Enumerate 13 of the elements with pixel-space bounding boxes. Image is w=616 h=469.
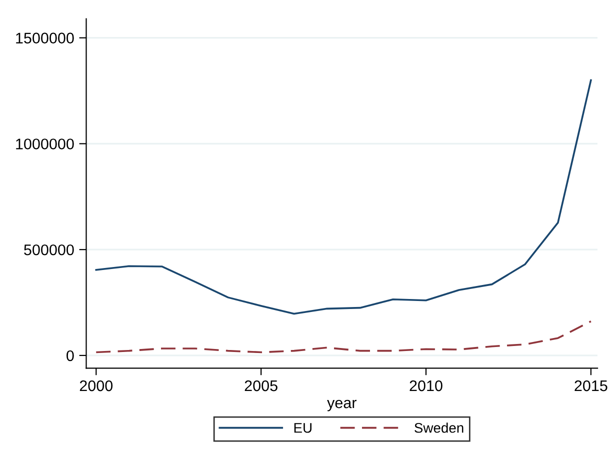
x-axis-title: year (327, 400, 356, 412)
y-tick-label: 1000000 (16, 138, 74, 150)
x-tick-label: 2000 (80, 380, 113, 392)
y-tick-label: 0 (66, 350, 74, 362)
y-tick-label: 1500000 (16, 32, 74, 44)
x-tick-label: 2010 (410, 380, 442, 392)
legend-label: EU (294, 423, 312, 433)
line-series (95, 320, 592, 354)
legend-label: Sweden (414, 422, 464, 433)
y-tick-label: 500000 (24, 244, 74, 256)
x-tick-label: 2005 (244, 380, 278, 392)
x-tick-label: 2015 (574, 380, 608, 392)
line-series (95, 79, 592, 315)
